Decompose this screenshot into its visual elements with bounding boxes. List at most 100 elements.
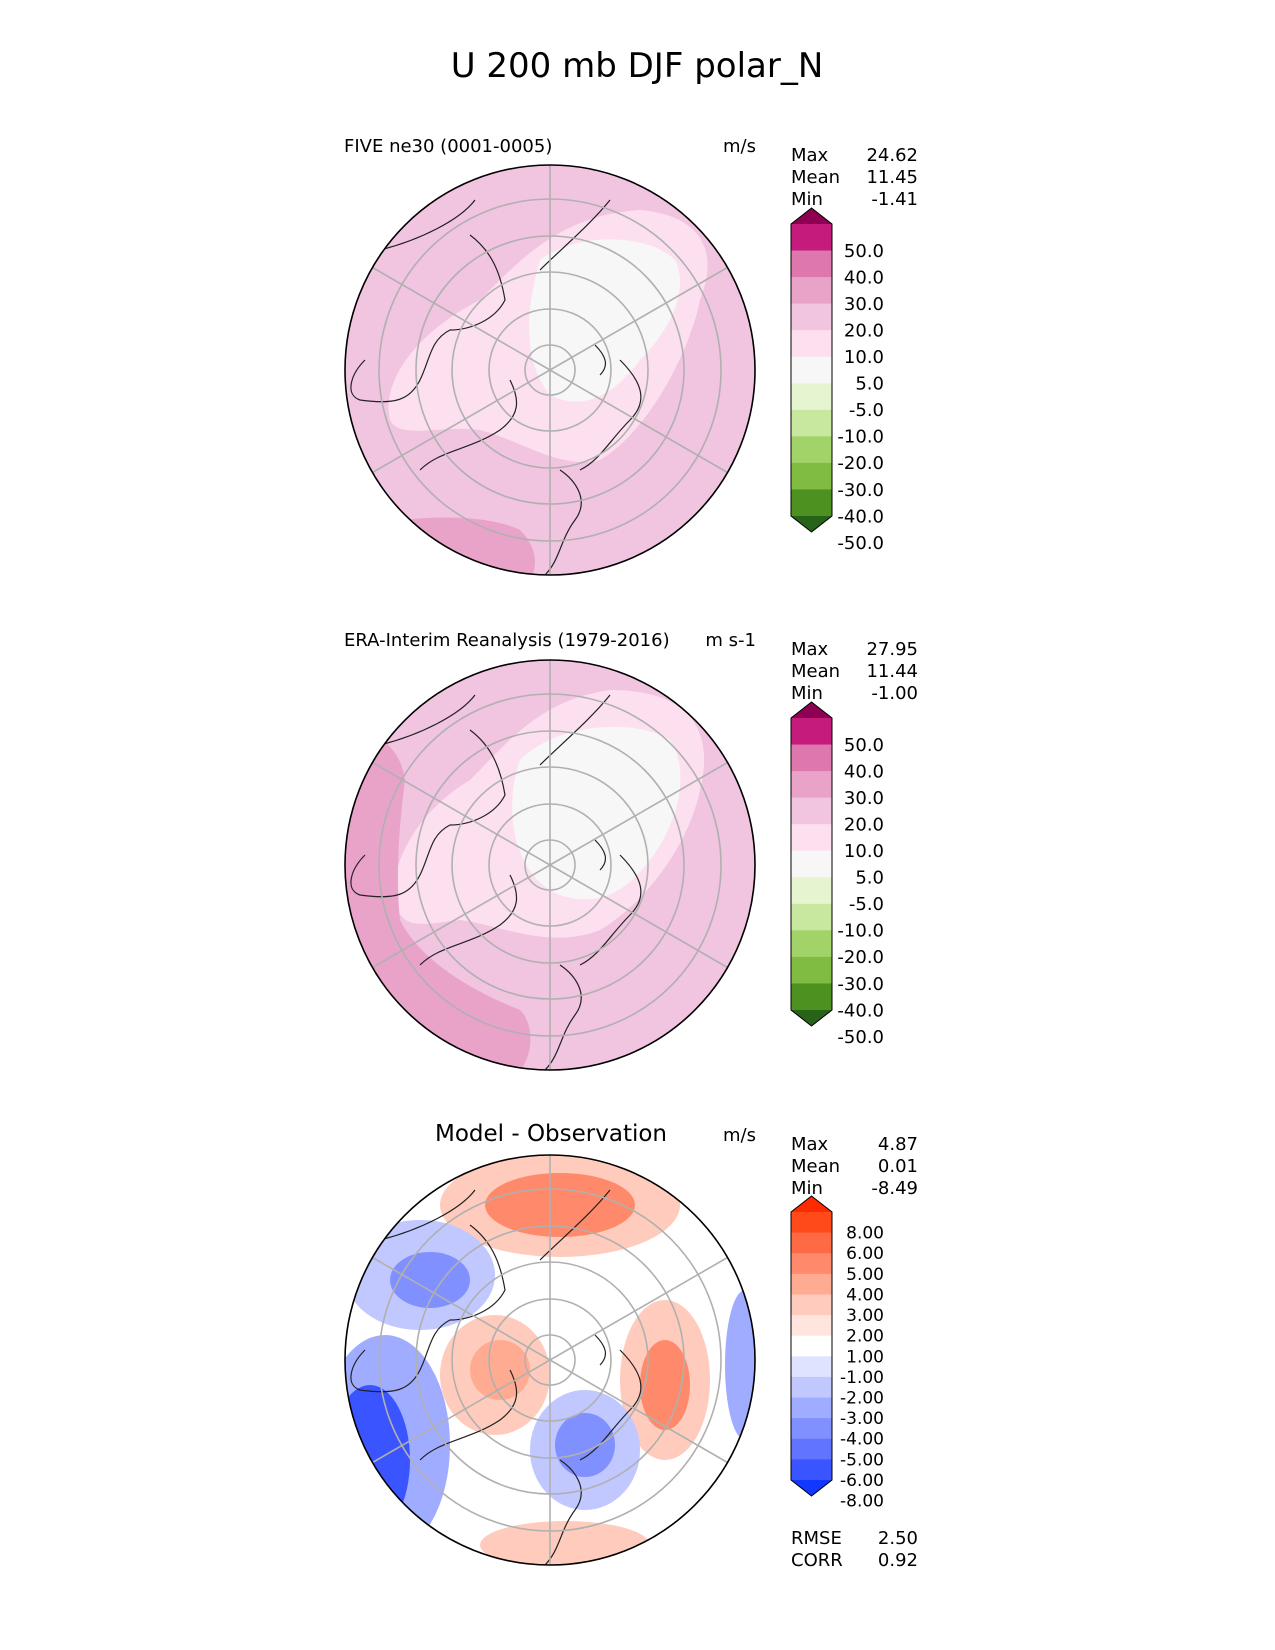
colorbar-segment	[791, 383, 832, 411]
anomaly-positive	[640, 1340, 690, 1430]
colorbar-segment	[791, 330, 832, 358]
colorbar-segment	[791, 277, 832, 305]
colorbar-tick-label: 10.0	[844, 347, 884, 368]
colorbar-segment	[791, 224, 832, 252]
colorbar-tick-label: 5.0	[855, 868, 884, 889]
anomaly-negative	[555, 1413, 615, 1477]
colorbar-segment	[791, 1397, 832, 1419]
rmse-label: RMSE	[791, 1528, 842, 1549]
colorbar-segment	[791, 1315, 832, 1337]
colorbar-segment	[791, 850, 832, 878]
colorbar-tick-label: 30.0	[844, 294, 884, 315]
stat-label-min: Min	[791, 189, 823, 210]
colorbar-outline	[790, 701, 833, 1027]
colorbar-tick-label: 5.00	[846, 1265, 884, 1285]
colorbar-tick-label: -2.00	[840, 1388, 884, 1408]
colorbar-outline	[790, 1195, 833, 1497]
colorbar-tick-label: -6.00	[840, 1471, 884, 1491]
colorbar-tick-label: -20.0	[837, 947, 884, 968]
stat-label-mean: Mean	[791, 661, 840, 682]
anomaly-positive	[485, 1173, 635, 1237]
colorbar-segment	[791, 462, 832, 490]
colorbar-tick-label: 40.0	[844, 267, 884, 288]
corr-label: CORR	[791, 1550, 843, 1571]
anomaly-negative	[725, 1290, 755, 1440]
map-boundary	[344, 659, 756, 1071]
colorbar-segment	[791, 409, 832, 437]
colorbar-segment	[791, 1253, 832, 1275]
colorbar-extend-max	[791, 702, 832, 718]
colorbar-segment	[791, 903, 832, 931]
polar-map	[344, 659, 756, 1071]
stats-block: Max 24.62 Mean 11.45 Min -1.41	[791, 145, 918, 210]
stat-value-max: 4.87	[878, 1134, 918, 1155]
colorbar-tick-label: 30.0	[844, 788, 884, 809]
colorbar-segment	[791, 877, 832, 905]
anomaly-positive	[470, 1340, 530, 1400]
colorbar-tick-label: 6.00	[846, 1244, 884, 1264]
colorbar-tick-label: -20.0	[837, 453, 884, 474]
panel-difference: Model - Observation m/s Max 4.87 Mean 0.…	[344, 1121, 918, 1571]
panel-title: FIVE ne30 (0001-0005)	[344, 136, 552, 157]
colorbar-segment	[791, 1273, 832, 1295]
colorbar-segment	[791, 797, 832, 825]
map-boundary	[344, 164, 756, 576]
colorbar-tick-label: -1.00	[840, 1368, 884, 1388]
field-region-neutral	[512, 726, 681, 900]
rmse-value: 2.50	[878, 1528, 918, 1549]
stat-label-min: Min	[791, 683, 823, 704]
colorbar-extend-min	[791, 1480, 832, 1496]
colorbar-segment	[791, 1438, 832, 1460]
stat-value-mean: 11.44	[866, 661, 918, 682]
colorbar-segment	[791, 824, 832, 852]
corr-value: 0.92	[878, 1550, 918, 1571]
polar-map	[344, 164, 756, 576]
colorbar-segment	[791, 956, 832, 984]
stats-block: Max 4.87 Mean 0.01 Min -8.49	[791, 1134, 918, 1199]
metrics-block: RMSE 2.50 CORR 0.92	[791, 1528, 918, 1571]
graticule	[372, 1155, 728, 1565]
colorbar: 50.0 40.0 30.0 20.0 10.0 5.0 -5.0 -10.0 -20.0 -30…	[790, 207, 884, 554]
colorbar-tick-label: 3.00	[846, 1306, 884, 1326]
stat-label-min: Min	[791, 1178, 823, 1199]
polar-map	[344, 1154, 756, 1566]
colorbar-tick-label: -40.0	[837, 506, 884, 527]
panel-units: m/s	[723, 136, 756, 157]
stat-value-min: -1.00	[871, 683, 918, 704]
colorbar-tick-label: 5.0	[855, 374, 884, 395]
panel-units: m/s	[723, 1125, 756, 1146]
stats-block: Max 27.95 Mean 11.44 Min -1.00	[791, 639, 918, 704]
colorbar-tick-label: 50.0	[844, 241, 884, 262]
colorbar-segment	[791, 436, 832, 464]
colorbar-tick-label: -50.0	[837, 533, 884, 554]
colorbar-segment	[791, 303, 832, 331]
stat-value-mean: 0.01	[878, 1156, 918, 1177]
field-region-strong	[345, 720, 531, 1070]
colorbar-segment	[791, 744, 832, 772]
panel-test: FIVE ne30 (0001-0005) m/s Max 24.62 Mean…	[344, 136, 918, 576]
colorbar-outline	[790, 207, 833, 533]
field-region-strong	[374, 517, 535, 575]
stat-label-max: Max	[791, 1134, 829, 1155]
colorbar-tick-label: 50.0	[844, 735, 884, 756]
colorbar-tick-label: -3.00	[840, 1409, 884, 1429]
colorbar-tick-label: -10.0	[837, 921, 884, 942]
colorbar-tick-label: 1.00	[846, 1347, 884, 1367]
colorbar-tick-label: -30.0	[837, 480, 884, 501]
colorbar-segment	[791, 489, 832, 517]
coastline	[350, 1189, 642, 1565]
map-boundary	[344, 1154, 756, 1566]
stat-label-max: Max	[791, 639, 829, 660]
coastline	[350, 199, 642, 575]
colorbar-segment	[791, 1294, 832, 1316]
colorbar-tick-label: 4.00	[846, 1285, 884, 1305]
colorbar-segment	[791, 1418, 832, 1440]
stat-value-mean: 11.45	[866, 167, 918, 188]
panel-units: m s-1	[705, 630, 756, 651]
colorbar-segment	[791, 1232, 832, 1254]
colorbar-tick-label: -5.0	[849, 894, 884, 915]
colorbar-segment	[791, 1356, 832, 1378]
stat-value-min: -1.41	[871, 189, 918, 210]
panel-title: Model - Observation	[435, 1121, 667, 1147]
